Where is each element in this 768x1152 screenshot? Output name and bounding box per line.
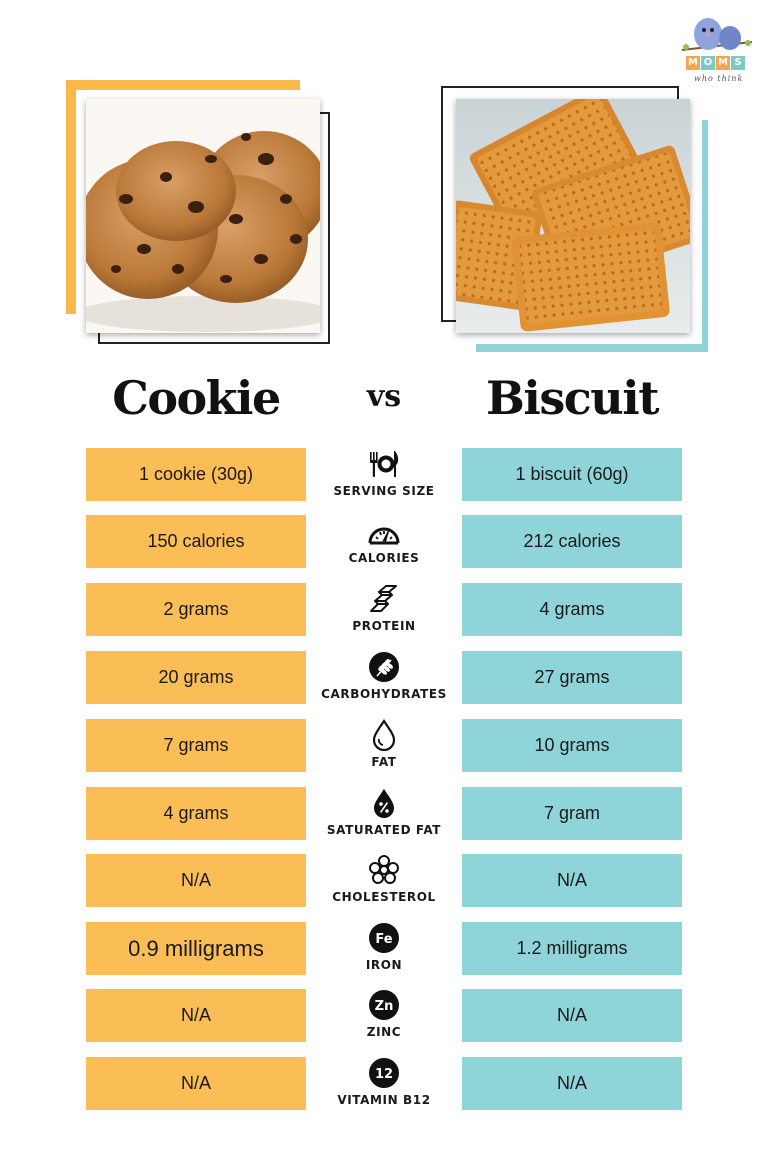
cookie-value: N/A	[86, 989, 306, 1042]
row-label-block: CHOLESTEROL	[314, 854, 454, 910]
row-label: IRON	[365, 958, 403, 972]
biscuit-value: 7 gram	[462, 787, 682, 840]
biscuit-value: 4 grams	[462, 583, 682, 636]
biscuit-image	[456, 99, 690, 333]
zn-badge-icon: Zn	[369, 990, 399, 1020]
row-serving-size: 1 cookie (30g) SERVING SIZE 1 biscuit (6…	[0, 448, 768, 501]
row-label-block: SATURATED FAT	[314, 787, 454, 843]
b12-badge-icon: 12	[369, 1058, 399, 1088]
badge-text: Fe	[375, 932, 392, 947]
row-label: PROTEIN	[352, 619, 416, 633]
row-label-block: PROTEIN	[314, 583, 454, 639]
biscuit-value: 1.2 milligrams	[462, 922, 682, 975]
row-fat: 7 grams FAT 10 grams	[0, 719, 768, 772]
row-label: CHOLESTEROL	[332, 890, 436, 904]
row-zinc: N/A Zn ZINC N/A	[0, 989, 768, 1042]
cookie-value: 7 grams	[86, 719, 306, 772]
biscuit-value: 212 calories	[462, 515, 682, 568]
row-label: SATURATED FAT	[326, 823, 442, 837]
cookie-title: Cookie	[112, 371, 281, 425]
biscuit-value: N/A	[462, 989, 682, 1042]
cookie-photo	[86, 99, 320, 333]
row-label-block: CALORIES	[314, 515, 454, 571]
fe-badge-icon: Fe	[369, 923, 399, 953]
badge-text: 12	[375, 1067, 393, 1082]
moms-who-think-logo: M O M S who think	[678, 14, 754, 96]
wheat-icon	[369, 652, 399, 682]
gauge-icon	[368, 527, 400, 545]
biscuit-value: N/A	[462, 854, 682, 907]
row-carbohydrates: 20 grams CARBOHYDRATES 27 grams	[0, 651, 768, 704]
row-label: CARBOHYDRATES	[321, 687, 447, 701]
row-saturated-fat: 4 grams SATURATED FAT 7 gram	[0, 787, 768, 840]
fork-plate-knife-icon	[370, 451, 399, 477]
biscuit-photo	[456, 99, 690, 333]
row-label-block: SERVING SIZE	[314, 448, 454, 504]
cookie-value: 20 grams	[86, 651, 306, 704]
row-label: SERVING SIZE	[333, 484, 435, 498]
logo-subtitle: who think	[694, 74, 744, 83]
row-iron: 0.9 milligrams Fe IRON 1.2 milligrams	[0, 922, 768, 975]
row-label-block: Zn ZINC	[314, 989, 454, 1045]
row-label: FAT	[371, 755, 397, 769]
cookie-value: 1 cookie (30g)	[86, 448, 306, 501]
protein-strand-icon	[370, 585, 397, 612]
cookie-value: 2 grams	[86, 583, 306, 636]
cookie-value: N/A	[86, 1057, 306, 1110]
row-label-block: FAT	[314, 719, 454, 775]
biscuit-title: Biscuit	[486, 371, 659, 425]
percent-drop-icon	[374, 789, 394, 818]
cookie-value: 150 calories	[86, 515, 306, 568]
row-label: VITAMIN B12	[337, 1093, 431, 1107]
row-label-block: 12 VITAMIN B12	[314, 1057, 454, 1113]
logo-letter: S	[731, 56, 745, 70]
cookie-image	[86, 131, 320, 332]
cookie-value: N/A	[86, 854, 306, 907]
biscuit-value: 1 biscuit (60g)	[462, 448, 682, 501]
row-protein: 2 grams PROTEIN 4 grams	[0, 583, 768, 636]
row-label: ZINC	[366, 1025, 402, 1039]
vs-label: vs	[366, 379, 402, 414]
logo-letter: M	[716, 56, 730, 70]
logo-letter: O	[701, 56, 715, 70]
row-calories: 150 calories CALORIES 212 calories	[0, 515, 768, 568]
cookie-value: 0.9 milligrams	[86, 922, 306, 975]
row-label-block: CARBOHYDRATES	[314, 651, 454, 707]
row-label: CALORIES	[348, 551, 420, 565]
biscuit-value: 10 grams	[462, 719, 682, 772]
badge-text: Zn	[375, 999, 394, 1014]
biscuit-value: 27 grams	[462, 651, 682, 704]
row-label-block: Fe IRON	[314, 922, 454, 978]
cookie-value: 4 grams	[86, 787, 306, 840]
molecule-icon	[369, 855, 399, 884]
drop-icon	[372, 719, 396, 751]
row-cholesterol: N/A CHOLESTEROL N/A	[0, 854, 768, 907]
row-vitamin-b12: N/A 12 VITAMIN B12 N/A	[0, 1057, 768, 1110]
bird-icon	[681, 18, 753, 51]
biscuit-value: N/A	[462, 1057, 682, 1110]
logo-letter: M	[686, 56, 700, 70]
